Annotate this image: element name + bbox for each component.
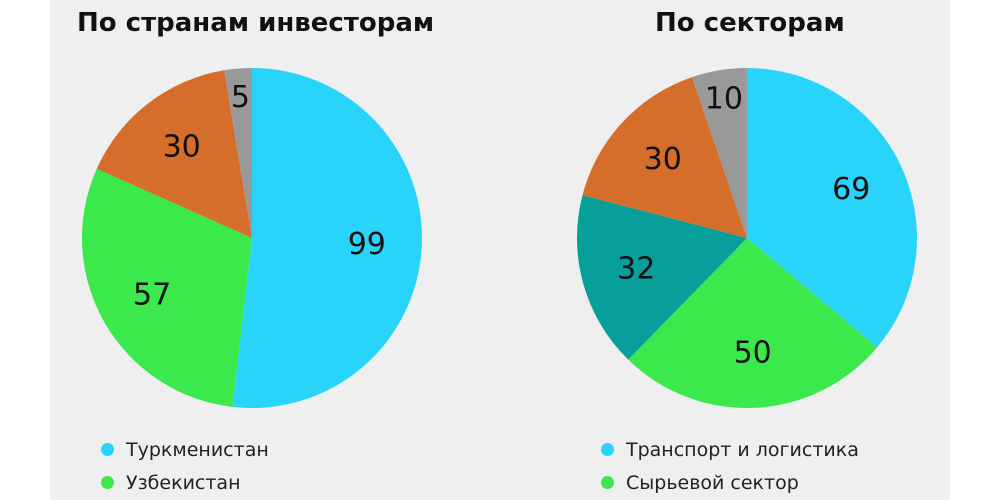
legend-sectors: Транспорт и логистика Сырьевой сектор bbox=[601, 433, 859, 499]
legend-dot bbox=[101, 476, 114, 489]
pie-slice bbox=[582, 77, 747, 238]
slice-value-label: 50 bbox=[734, 335, 772, 370]
legend-label: Сырьевой сектор bbox=[626, 471, 799, 494]
pie-countries: 99 57 30 5 bbox=[82, 68, 422, 408]
pie-slice bbox=[577, 195, 747, 360]
pie-slice bbox=[224, 68, 252, 238]
legend-label: Туркменистан bbox=[126, 438, 269, 461]
slice-value-label: 30 bbox=[644, 142, 682, 177]
slice-value-label: 69 bbox=[832, 172, 870, 207]
legend-item-transport: Транспорт и логистика bbox=[601, 433, 859, 466]
chart-title-countries: По странам инвесторам bbox=[77, 8, 435, 38]
legend-item-turkmenistan: Туркменистан bbox=[101, 433, 269, 466]
pie-slice bbox=[232, 68, 422, 408]
slice-value-label: 99 bbox=[348, 227, 386, 262]
slice-value-label: 57 bbox=[133, 277, 171, 312]
pie-slice bbox=[692, 68, 747, 238]
slice-value-label: 30 bbox=[163, 130, 201, 165]
legend-dot bbox=[101, 443, 114, 456]
legend-label: Транспорт и логистика bbox=[626, 438, 859, 461]
legend-dot bbox=[601, 476, 614, 489]
legend-item-uzbekistan: Узбекистан bbox=[101, 466, 269, 499]
legend-countries: Туркменистан Узбекистан bbox=[101, 433, 269, 499]
pie-slice bbox=[82, 168, 252, 407]
chart-title-sectors: По секторам bbox=[655, 8, 845, 38]
slice-value-label: 32 bbox=[617, 251, 655, 286]
pie-slice bbox=[628, 238, 878, 408]
slice-value-label: 5 bbox=[231, 80, 250, 115]
pie-slice bbox=[96, 70, 253, 238]
legend-label: Узбекистан bbox=[126, 471, 241, 494]
legend-item-raw-materials: Сырьевой сектор bbox=[601, 466, 859, 499]
pie-sectors: 69 50 32 30 10 bbox=[577, 68, 917, 408]
legend-dot bbox=[601, 443, 614, 456]
slice-value-label: 10 bbox=[705, 81, 743, 116]
pie-slice bbox=[747, 68, 917, 348]
